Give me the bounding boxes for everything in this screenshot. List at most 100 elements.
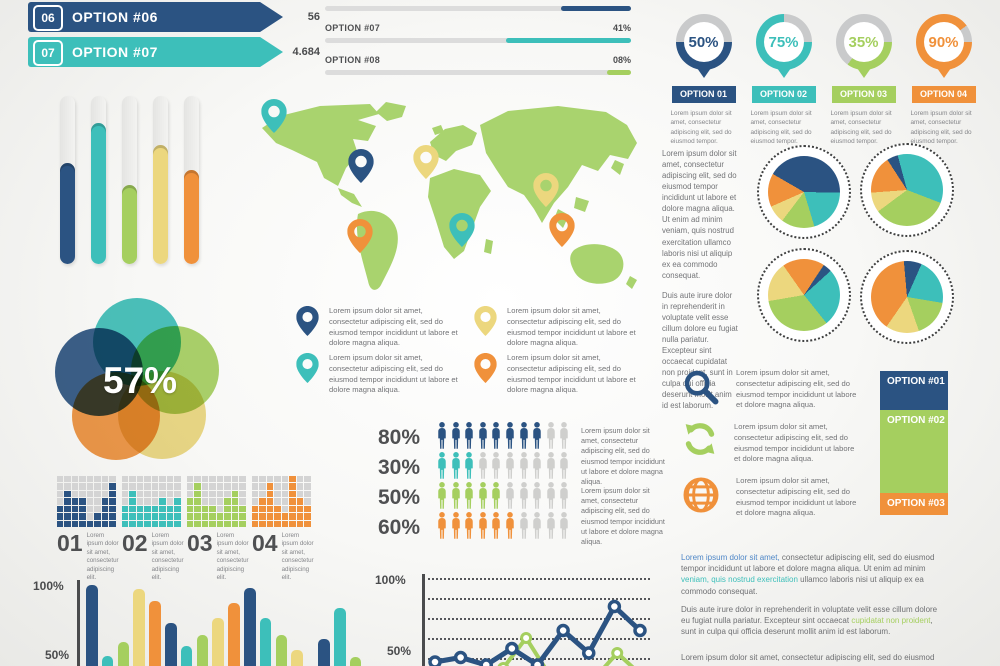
progress-track [325, 70, 631, 75]
tube-fill [60, 163, 75, 264]
person-icon [490, 512, 502, 544]
waffle-cell [159, 498, 166, 505]
waffle-cell [122, 520, 129, 528]
waffle-cell [252, 520, 259, 528]
waffle-cell [166, 476, 174, 483]
legend-pin [474, 353, 497, 396]
waffle-caption-row: 04 Lorem ipsum dolor sit amet, consectetu… [252, 532, 314, 582]
waffle-cell [71, 520, 79, 528]
people-caption: Lorem ipsum dolor sit amet, consectetur … [581, 426, 665, 487]
progress-label: OPTION #07 [325, 23, 381, 33]
waffle-cell [289, 490, 296, 498]
waffle-cell [187, 490, 194, 498]
gauge-caption: Lorem ipsum dolor sit amet, consectetur … [910, 110, 972, 145]
feature-text: Lorem ipsum dolor sit amet, consectetur … [736, 368, 857, 410]
waffle-cell [259, 498, 266, 505]
waffle-cell [281, 490, 289, 498]
waffle-cell [274, 520, 281, 528]
waffle-cell [174, 483, 181, 490]
waffle-cell [166, 520, 174, 528]
map-legend: Lorem ipsum dolor sit amet, consectetur … [296, 306, 646, 401]
map-pin-icon [474, 353, 497, 383]
waffle-cell [57, 476, 64, 483]
waffle-cell [259, 513, 266, 520]
people-row: 50% [378, 484, 570, 512]
refresh-icon [682, 422, 718, 461]
waffle-cell [159, 483, 166, 490]
waffle-cell [296, 490, 304, 498]
bar [275, 635, 288, 666]
waffle-cell [64, 476, 71, 483]
waffle-cell [64, 498, 71, 505]
waffle-cell [86, 476, 94, 483]
waffle-cell [289, 483, 296, 490]
progress-fill [606, 70, 631, 75]
waffle-cell [86, 498, 94, 505]
venn-percentage: 57% [102, 360, 178, 401]
highlighted-text: Lorem ipsum dolor sit amet, [681, 553, 780, 562]
legend-pin [296, 353, 319, 396]
waffle-cell [57, 490, 64, 498]
plain-text: ullamco laboris nisi ut aliquip ex ea co… [681, 575, 924, 596]
waffle-grid [187, 476, 247, 528]
waffle-cell [281, 520, 289, 528]
waffle-cell [129, 498, 136, 505]
bar [259, 617, 272, 666]
waffle-cell [79, 476, 86, 483]
person-icon [450, 512, 462, 544]
person-icon [531, 512, 543, 544]
series-navy-marker [530, 658, 545, 666]
waffle-cell [86, 513, 94, 520]
waffle-cell [79, 498, 86, 505]
waffle-cell [122, 476, 129, 483]
feature-item: Lorem ipsum dolor sit amet, consectetur … [682, 368, 862, 411]
waffle-cell [201, 513, 209, 520]
waffle-cell [129, 483, 136, 490]
person-icon [518, 482, 530, 514]
stacked-segment: OPTION #01 [880, 371, 948, 410]
waffle-cell [296, 513, 304, 520]
waffle-cell [136, 513, 144, 520]
waffle-cell [166, 490, 174, 498]
waffle-grid [122, 476, 182, 528]
map-pin-icon [261, 99, 287, 133]
waffle-cell [281, 498, 289, 505]
person-icon [450, 422, 462, 454]
person-icon [463, 452, 475, 484]
gauge-ring: 50% [675, 14, 732, 70]
waffle-cell [304, 498, 311, 505]
legend-item: Lorem ipsum dolor sit amet, consectetur … [474, 353, 639, 396]
feature-item: Lorem ipsum dolor sit amet, consectetur … [682, 476, 862, 519]
globe-icon [682, 476, 720, 519]
progress-value: 08% [612, 55, 631, 65]
tube-bar [60, 96, 75, 264]
person-icon [490, 482, 502, 514]
y-axis-line [422, 574, 425, 666]
legend-text: Lorem ipsum dolor sit amet, consectetur … [507, 353, 636, 395]
progress-track [325, 38, 631, 43]
tube-fill [153, 144, 168, 264]
waffle-cell [304, 505, 311, 513]
waffle-cell [224, 498, 231, 505]
waffle-cell [101, 498, 109, 505]
map-pin-icon [296, 306, 319, 336]
waffle-cell [239, 505, 246, 513]
continent-shape [626, 276, 637, 289]
people-percentage: 60% [378, 516, 421, 539]
waffle-cell [86, 505, 94, 513]
waffle-caption: Lorem ipsum dolor sit amet, consectetur … [281, 532, 314, 581]
progress-label-row: OPTION #07 41% [325, 23, 631, 33]
waffle-cell [209, 498, 216, 505]
plain-text: , sunt in culpa qui officia deserunt mol… [681, 615, 933, 637]
gauge-pointer-icon [776, 68, 791, 78]
people-icon-strip [436, 482, 570, 514]
waffle-cell [144, 498, 151, 505]
people-icon-strip [436, 422, 570, 454]
waffle-cell [209, 513, 216, 520]
tube-bar [153, 96, 168, 264]
bar [196, 635, 209, 666]
waffle-cell [86, 490, 94, 498]
bar [212, 617, 224, 666]
waffle-cell [64, 490, 71, 498]
progress-fill [505, 38, 631, 43]
